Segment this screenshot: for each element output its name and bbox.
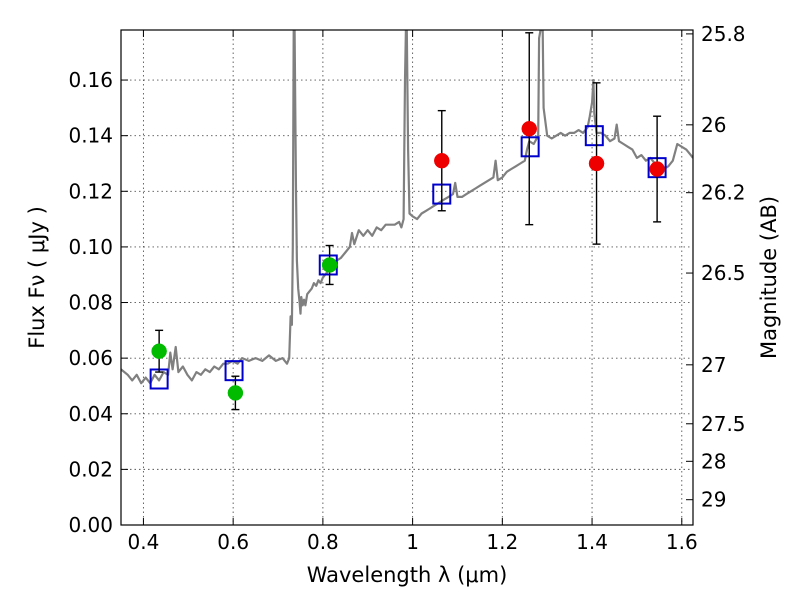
right-tick-label: 26.5	[701, 261, 746, 285]
model-spectrum-group	[121, 30, 693, 385]
model-photometry-square	[224, 360, 244, 382]
right-tick-label: 25.8	[701, 22, 746, 46]
x-tick-label: 1.2	[486, 530, 518, 554]
observed-flux-point	[227, 385, 244, 401]
x-tick-label: 1.4	[576, 530, 608, 554]
observed-flux-point	[434, 152, 450, 169]
x-tick-label: 0.4	[128, 530, 160, 554]
observed-flux-point	[151, 343, 167, 359]
right-axis-label: Magnitude (AB)	[757, 196, 781, 359]
x-tick-label: 1	[406, 530, 419, 554]
model-photometry-square	[584, 125, 604, 147]
y-tick-label: 0.12	[68, 179, 113, 203]
y-tick-label: 0.16	[68, 68, 113, 92]
x-axis-label: Wavelength λ (μm)	[307, 563, 508, 587]
y-axis-label: Flux Fν ( μJy )	[25, 206, 49, 349]
right-tick-label: 26	[701, 113, 726, 137]
observed-flux-point	[521, 120, 538, 137]
y-tick-label: 0.14	[68, 124, 113, 148]
y-tick-label: 0.04	[68, 402, 113, 426]
right-tick-label: 28	[701, 449, 726, 473]
observed-flux-point	[321, 257, 338, 273]
model-spectrum-layer	[121, 30, 693, 385]
plot-frame	[120, 29, 694, 526]
y-tick-label: 0.06	[68, 346, 113, 370]
y-tick-label: 0.08	[68, 291, 113, 315]
tick-labels: 0.4 0.6 0.8 1 1.2 1.4 1.6 0.00 0.02 0.04 0.06 0.08 0…	[68, 22, 745, 554]
grid-lines	[121, 30, 693, 525]
observed-flux-point	[588, 155, 605, 172]
right-tick-label: 27	[701, 353, 726, 377]
axis-ticks	[121, 30, 693, 526]
x-tick-label: 1.6	[666, 530, 698, 554]
model-photometry-square	[520, 136, 540, 158]
data-points-layer	[149, 32, 667, 411]
model-spectrum-line	[121, 30, 693, 385]
right-tick-label: 26.2	[701, 181, 746, 205]
x-tick-label: 0.6	[217, 530, 249, 554]
y-tick-label: 0.02	[68, 457, 113, 481]
right-tick-label: 27.5	[701, 412, 746, 436]
y-tick-label: 0.00	[68, 513, 113, 537]
right-tick-label: 29	[701, 488, 726, 512]
x-tick-label: 0.8	[307, 530, 339, 554]
y-tick-label: 0.10	[68, 235, 113, 259]
observed-flux-point	[649, 161, 665, 177]
